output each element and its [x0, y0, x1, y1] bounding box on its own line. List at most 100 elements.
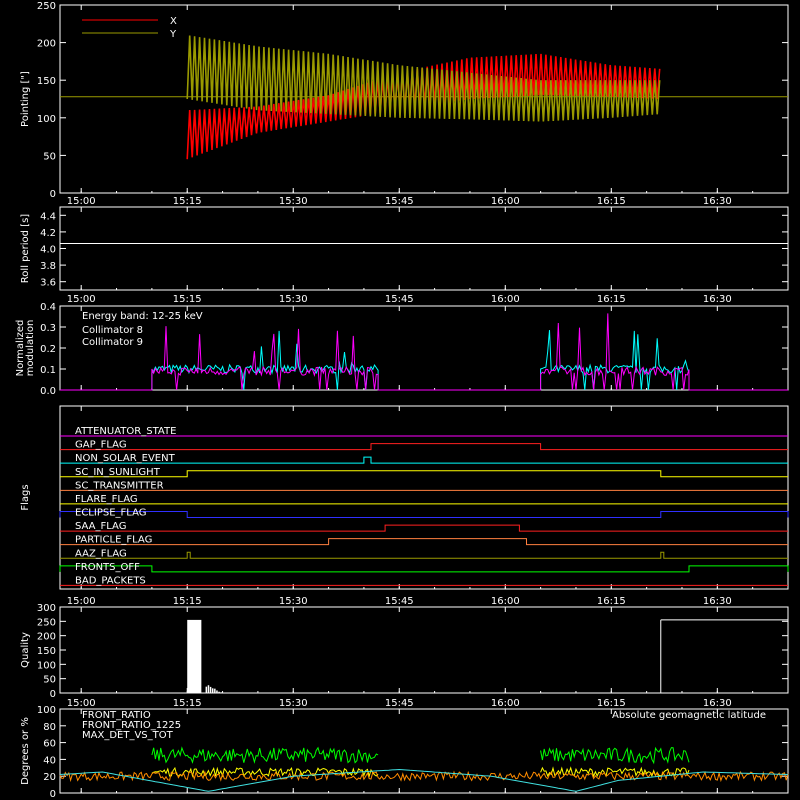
y-tick-label: 100: [37, 705, 56, 716]
x-tick-label: 15:30: [279, 294, 308, 305]
flag-label-attenuator-state: ATTENUATOR_STATE: [75, 426, 176, 437]
y-tick-label: 300: [37, 603, 56, 614]
quality-spike: [207, 685, 210, 693]
panel-frame: [59, 206, 789, 291]
y-tick-label: 4.2: [40, 228, 56, 239]
x-tick-label: 15:45: [385, 196, 414, 207]
legend-label-collimator-8: Collimator 8: [82, 325, 143, 336]
quality-spike: [211, 688, 214, 693]
flag-label-sc-in-sunlight: SC_IN_SUNLIGHT: [75, 467, 161, 478]
flag-line-eclipse-flag: [59, 511, 789, 518]
x-tick-label: 15:00: [67, 698, 96, 709]
x-tick-label: 16:15: [597, 196, 626, 207]
x-tick-label: 15:30: [279, 698, 308, 709]
quality-spike: [205, 686, 208, 693]
legend-label-x: X: [170, 16, 177, 27]
panel-3: Normalized modulation 0.0 0.1 0.2 0.3 0.4 Energ…: [15, 302, 789, 397]
y-tick-label: 0: [50, 689, 56, 700]
y-axis-label: Roll period [s]: [20, 214, 31, 283]
y-tick-label: 4.4: [40, 211, 56, 222]
y-tick-label: 0.0: [40, 386, 56, 397]
y-tick-label: 0: [50, 789, 56, 800]
flag-label-non-solar-event: NON_SOLAR_EVENT: [75, 453, 176, 464]
x-tick-label: 15:45: [385, 294, 414, 305]
y-tick-label: 100: [37, 660, 56, 671]
panel-frame: [59, 4, 789, 194]
legend-label-front-ratio-1225: FRONT_RATIO_1225: [82, 720, 181, 731]
quality-spike: [216, 690, 218, 693]
y-axis-label: Degrees or %: [20, 717, 31, 785]
y-axis-label: Flags: [20, 484, 31, 510]
x-tick-label: 15:15: [173, 196, 202, 207]
y-tick-label: 100: [37, 114, 56, 125]
quality-spike: [209, 686, 212, 693]
x-tick-label: 16:30: [703, 698, 732, 709]
y-axis-label: modulation: [25, 320, 36, 377]
series-max-det-vs-tot-line: [59, 770, 789, 783]
y-tick-label: 0.3: [40, 323, 56, 334]
panel-6: Degrees or % 0 20 40 60 80 100 FRONT_RATIOFRONT…: [20, 705, 789, 800]
x-tick-label: 15:45: [385, 698, 414, 709]
flag-line-saa-flag: [60, 524, 788, 532]
flag-label-bad-packets: BAD_PACKETS: [75, 575, 146, 586]
x-tick-label: 16:00: [491, 596, 520, 607]
x-tick-label: 15:15: [173, 596, 202, 607]
y-tick-label: 20: [43, 772, 56, 783]
x-tick-label: 16:15: [597, 698, 626, 709]
flag-line-particle-flag: [60, 538, 788, 546]
quality-spike: [220, 692, 222, 693]
legend-label-collimator-9: Collimator 9: [82, 337, 143, 348]
flag-line-sc-in-sunlight: [60, 470, 788, 478]
y-axis-label: Quality: [20, 632, 31, 668]
x-tick-label: 16:30: [703, 596, 732, 607]
panel-4: 15:00 15:15 15:30 15:45 16:00 16:15 16:30 Flags…: [20, 405, 789, 607]
panel-5: 15:00 15:15 15:30 15:45 16:00 16:15 16:30 Quali…: [20, 603, 789, 709]
x-tick-label: 15:15: [173, 698, 202, 709]
y-tick-label: 3.8: [40, 261, 56, 272]
x-tick-label: 15:00: [67, 196, 96, 207]
energy-band-annotation: Energy band: 12-25 keV: [82, 311, 203, 322]
x-tick-label: 15:30: [279, 596, 308, 607]
x-tick-label: 15:15: [173, 294, 202, 305]
y-tick-label: 0.2: [40, 344, 56, 355]
flag-label-fronts-off: FRONTS_OFF: [75, 562, 140, 573]
x-tick-label: 16:30: [703, 196, 732, 207]
y-axis-label: Normalized: [15, 320, 26, 377]
series-y-line: [186, 35, 661, 122]
flag-label-flare-flag: FLARE_FLAG: [75, 494, 138, 505]
y-tick-label: 60: [43, 739, 56, 750]
series-collimator-8-line: [60, 330, 788, 391]
quality-spike: [218, 691, 220, 693]
series-geomagnetic-latitude-line: [59, 768, 789, 792]
flag-label-eclipse-flag: ECLIPSE_FLAG: [75, 508, 146, 519]
y-axis-label: Pointing ["]: [20, 71, 31, 127]
x-tick-label: 15:45: [385, 596, 414, 607]
legend-label-front-ratio: FRONT_RATIO: [82, 710, 151, 721]
x-tick-label: 15:30: [279, 196, 308, 207]
y-tick-label: 200: [37, 39, 56, 50]
x-tick-label: 16:15: [597, 294, 626, 305]
flag-label-sc-transmitter: SC_TRANSMITTER: [75, 480, 164, 491]
geomagnetic-latitude-label: Absolute geomagnetic latitude: [612, 710, 766, 721]
panel-frame: [59, 405, 789, 590]
y-tick-label: 250: [37, 617, 56, 628]
x-tick-label: 16:30: [703, 294, 732, 305]
x-tick-label: 16:00: [491, 196, 520, 207]
quality-spike: [214, 688, 216, 693]
y-tick-label: 0: [50, 189, 56, 200]
panel-frame: [59, 708, 789, 794]
x-tick-label: 15:00: [67, 294, 96, 305]
flag-line-non-solar-event: [60, 456, 788, 464]
panel-1: 15:00 15:15 15:30 15:45 16:00 16:15 16:30 Point…: [20, 1, 789, 207]
x-tick-label: 15:00: [67, 596, 96, 607]
legend-label-y: Y: [169, 29, 177, 40]
flag-line-gap-flag: [60, 443, 788, 451]
y-tick-label: 4.0: [40, 245, 56, 256]
flag-label-particle-flag: PARTICLE_FLAG: [75, 535, 152, 546]
series-collimator-9-line: [60, 313, 788, 391]
y-tick-label: 50: [43, 675, 56, 686]
y-tick-label: 200: [37, 632, 56, 643]
y-tick-label: 50: [43, 151, 56, 162]
y-tick-label: 250: [37, 1, 56, 12]
